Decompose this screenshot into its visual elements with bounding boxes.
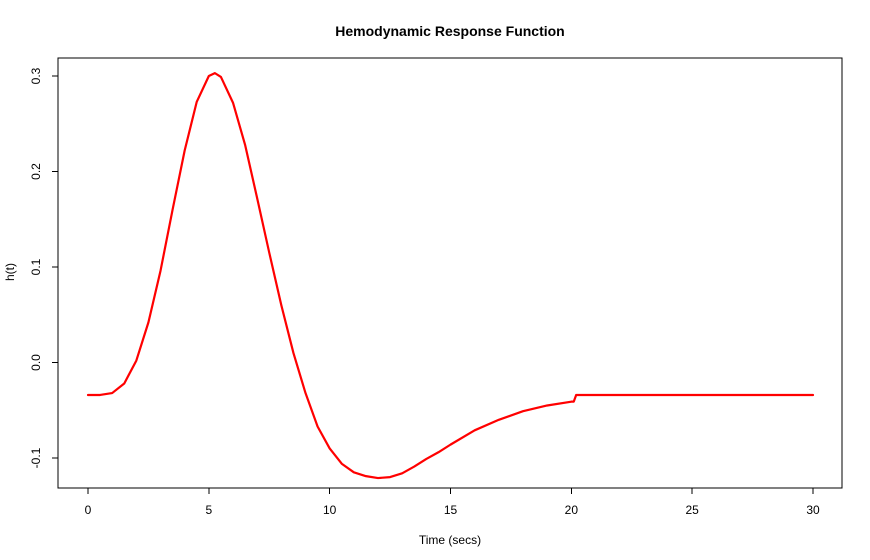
y-axis-label: h(t) [3, 263, 17, 281]
y-tick-label: 0.0 [29, 354, 43, 371]
x-axis-label: Time (secs) [419, 533, 481, 547]
y-tick-label: 0.1 [29, 258, 43, 275]
series-layer [86, 72, 815, 480]
x-tick-label: 25 [685, 503, 699, 517]
hrf-series-line [86, 72, 815, 480]
x-tick-label: 30 [806, 503, 820, 517]
x-tick-label: 20 [565, 503, 579, 517]
x-tick-label: 5 [205, 503, 212, 517]
y-tick-label: -0.1 [29, 447, 43, 468]
y-axis-ticks: -0.1 0.0 0.1 0.2 0.3 [29, 67, 58, 468]
y-tick-label: 0.2 [29, 163, 43, 180]
y-tick-label: 0.3 [29, 67, 43, 84]
plot-frame [57, 57, 843, 489]
chart-title: Hemodynamic Response Function [335, 23, 564, 39]
x-tick-label: 10 [323, 503, 337, 517]
x-tick-label: 0 [85, 503, 92, 517]
x-axis-ticks: 0 5 10 15 20 25 30 [85, 488, 820, 517]
x-tick-label: 15 [444, 503, 458, 517]
